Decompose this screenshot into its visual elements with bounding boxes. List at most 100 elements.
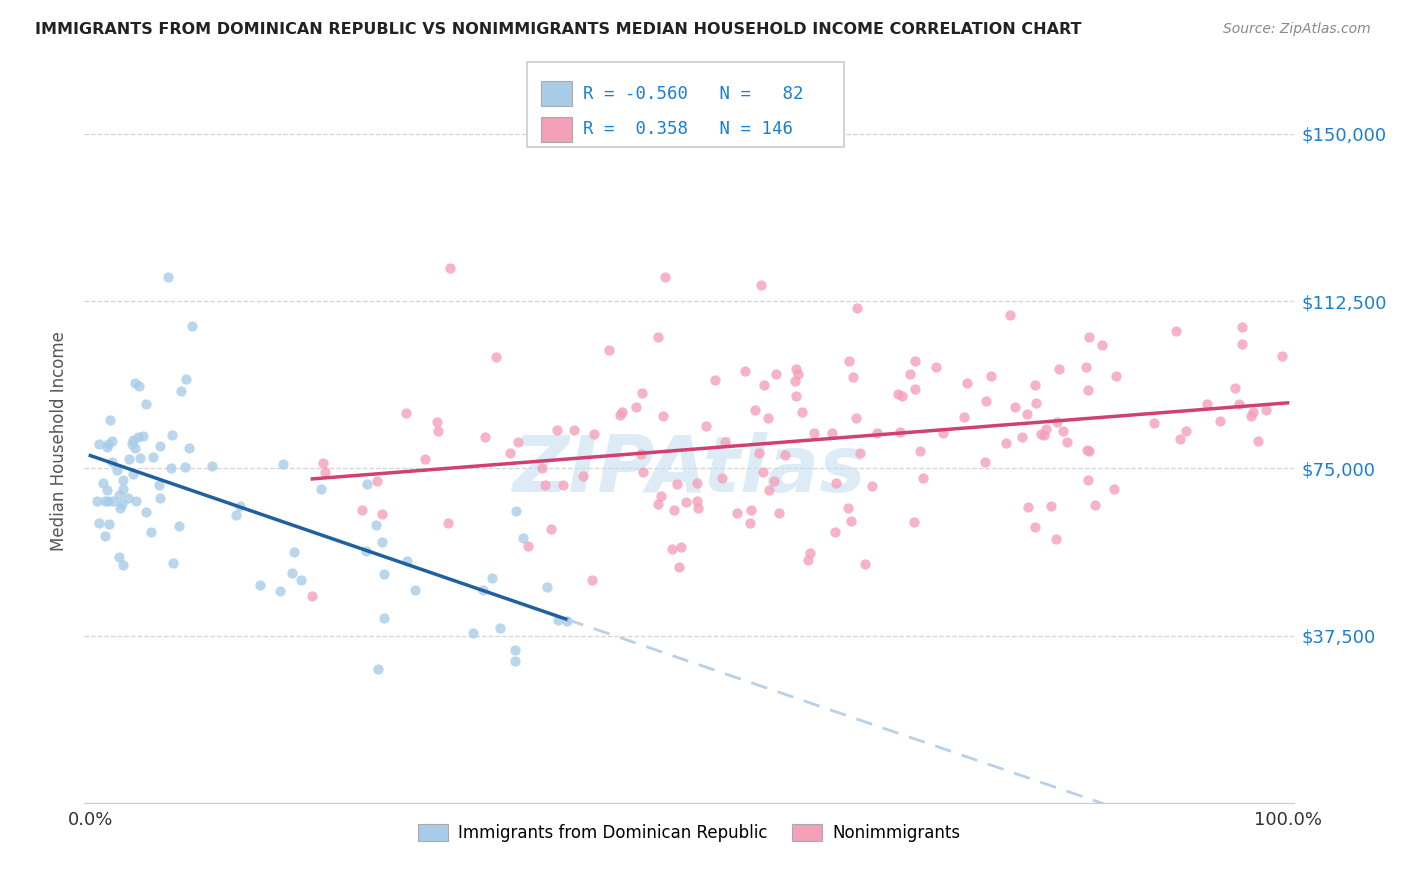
Point	[610, 405, 633, 419]
Point	[127, 430, 149, 444]
Point	[269, 584, 291, 599]
Point	[356, 476, 378, 491]
Point	[650, 489, 672, 503]
Point	[157, 269, 180, 284]
Point	[1017, 500, 1039, 514]
Point	[785, 389, 807, 403]
Point	[1047, 362, 1070, 376]
Point	[932, 425, 955, 440]
Point	[536, 581, 558, 595]
Point	[290, 573, 312, 587]
Point	[664, 502, 686, 516]
Point	[463, 626, 485, 640]
Point	[314, 465, 336, 479]
Point	[1254, 403, 1277, 417]
Point	[97, 437, 120, 451]
Point	[135, 397, 157, 411]
Point	[371, 507, 394, 521]
Point	[860, 479, 883, 493]
Point	[668, 560, 690, 574]
Point	[647, 497, 669, 511]
Point	[283, 545, 305, 559]
Point	[1052, 424, 1074, 438]
Point	[201, 459, 224, 474]
Point	[111, 482, 134, 496]
Point	[799, 545, 821, 559]
Point	[887, 386, 910, 401]
Point	[132, 428, 155, 442]
Point	[686, 493, 709, 508]
Point	[1197, 397, 1219, 411]
Point	[974, 455, 997, 469]
Point	[87, 516, 110, 530]
Point	[666, 476, 689, 491]
Point	[174, 459, 197, 474]
Point	[891, 389, 914, 403]
Point	[101, 434, 124, 448]
Point	[1077, 443, 1099, 458]
Point	[1004, 400, 1026, 414]
Point	[517, 539, 540, 553]
Point	[124, 376, 146, 391]
Point	[121, 467, 143, 482]
Point	[139, 525, 162, 540]
Point	[1035, 422, 1057, 436]
Point	[749, 278, 772, 293]
Point	[181, 319, 204, 334]
Point	[87, 436, 110, 450]
Point	[1230, 337, 1253, 351]
Point	[534, 478, 557, 492]
Point	[531, 461, 554, 475]
Point	[229, 499, 252, 513]
Point	[160, 427, 183, 442]
Point	[162, 557, 184, 571]
Point	[91, 475, 114, 490]
Text: Source: ZipAtlas.com: Source: ZipAtlas.com	[1223, 22, 1371, 37]
Point	[86, 494, 108, 508]
Point	[225, 508, 247, 523]
Point	[1011, 430, 1033, 444]
Point	[98, 412, 121, 426]
Point	[1032, 428, 1054, 442]
Point	[953, 409, 976, 424]
Point	[128, 450, 150, 465]
Point	[912, 471, 935, 485]
Point	[783, 374, 806, 388]
Point	[546, 423, 568, 437]
Point	[1168, 433, 1191, 447]
Point	[553, 478, 575, 492]
Text: ZIPAtlas: ZIPAtlas	[512, 433, 866, 508]
Point	[273, 457, 295, 471]
Point	[787, 367, 810, 381]
Point	[1024, 378, 1046, 392]
Point	[301, 589, 323, 603]
Point	[1164, 324, 1187, 338]
Point	[503, 654, 526, 668]
Point	[825, 475, 848, 490]
Point	[396, 554, 419, 568]
Point	[1077, 384, 1099, 398]
Point	[1045, 415, 1067, 429]
Point	[609, 408, 631, 422]
Point	[845, 411, 868, 425]
Point	[547, 613, 569, 627]
Point	[630, 446, 652, 460]
Point	[280, 566, 302, 580]
Point	[249, 578, 271, 592]
Point	[1056, 435, 1078, 450]
Point	[1074, 360, 1097, 375]
Point	[124, 442, 146, 456]
Point	[598, 343, 620, 357]
Point	[740, 503, 762, 517]
Point	[572, 469, 595, 483]
Point	[866, 425, 889, 440]
Point	[111, 558, 134, 572]
Point	[111, 473, 134, 487]
Point	[1239, 409, 1261, 423]
Point	[174, 372, 197, 386]
Point	[756, 411, 779, 425]
Point	[1227, 397, 1250, 411]
Point	[841, 370, 863, 384]
Point	[748, 446, 770, 460]
Point	[426, 424, 449, 438]
